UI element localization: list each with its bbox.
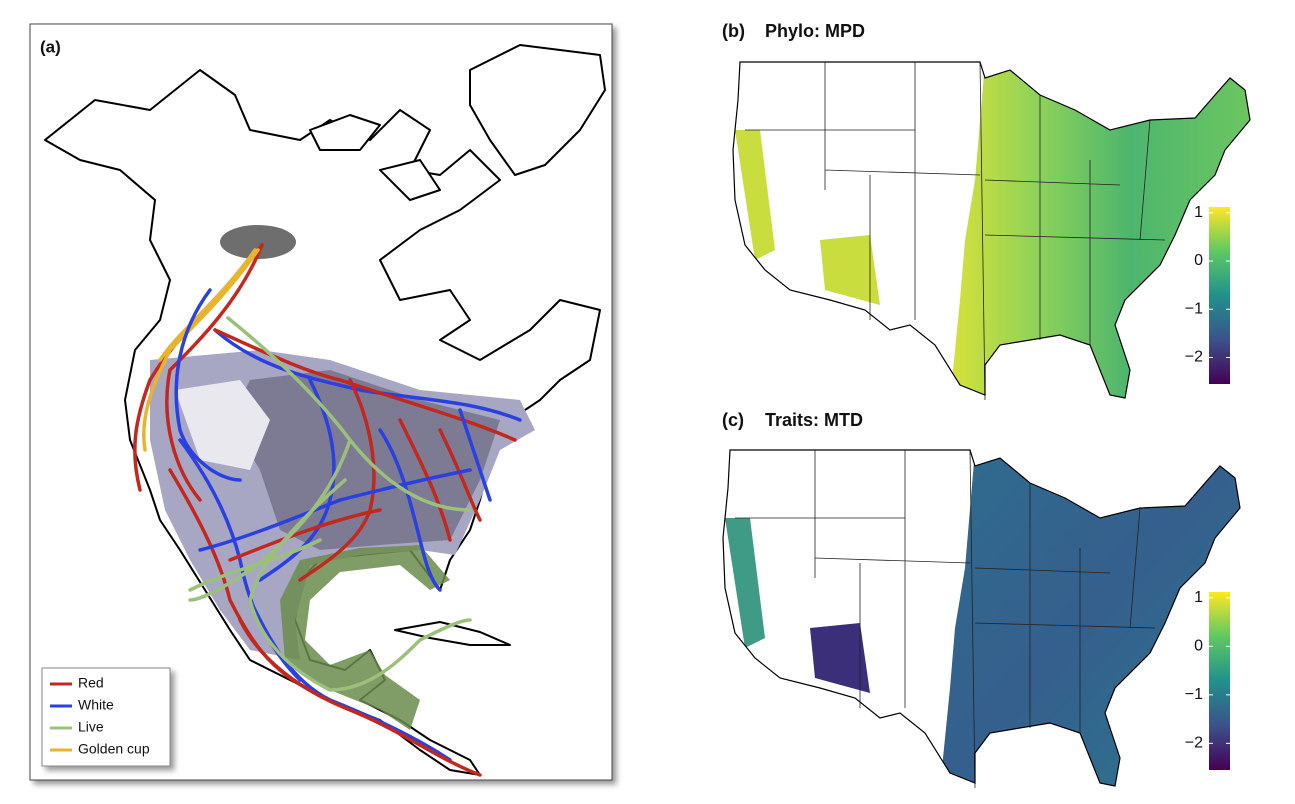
state-borders	[735, 449, 1156, 789]
cuba	[394, 621, 511, 646]
legend-label: Red	[78, 675, 104, 691]
lineage-route	[188, 538, 322, 592]
colorbar-tick-label: 1	[1194, 204, 1203, 221]
lineage-route	[165, 243, 264, 502]
legend: Red White Live Golden cup	[50, 675, 150, 757]
lineage-route	[298, 378, 376, 582]
lineage-route	[438, 428, 482, 522]
lineage-route	[213, 328, 522, 422]
island	[379, 159, 441, 201]
origin-area	[220, 225, 296, 259]
colorbar-tick-label: −1	[1185, 300, 1203, 317]
greenland	[469, 44, 606, 176]
us-map	[732, 61, 1251, 401]
state-borders	[745, 61, 1166, 401]
colorbar-tick-label: −2	[1185, 349, 1203, 366]
panel-label: (b)	[722, 21, 745, 41]
colorbar-tick-label: 0	[1194, 252, 1203, 269]
colorbar-tick-label: −2	[1185, 735, 1203, 752]
lineage-route	[188, 438, 352, 602]
lineage-route	[213, 328, 517, 442]
colorbars: 1 0 −1 −2 1 0 −1 −2	[1185, 204, 1230, 770]
lineage-route	[228, 508, 382, 562]
legend-label: Live	[78, 719, 104, 735]
lineage-route	[248, 478, 472, 692]
lineage-route	[458, 408, 492, 502]
panel-title: Traits: MTD	[765, 410, 863, 430]
colorbar	[1209, 207, 1230, 384]
range-gap	[175, 380, 270, 470]
colorbar	[1209, 592, 1230, 770]
lineage-route	[198, 468, 472, 552]
north-america-map	[44, 44, 606, 777]
panel-label: (a)	[40, 37, 61, 56]
lineage-route	[174, 288, 242, 482]
colorbar-tick-label: 1	[1194, 589, 1203, 606]
lineage-route	[141, 248, 260, 452]
lineage-route	[258, 378, 336, 582]
lineage-routes	[133, 243, 522, 777]
colorbar-tick-label: −1	[1185, 686, 1203, 703]
legend-label: Golden cup	[78, 741, 150, 757]
us-map	[722, 449, 1241, 789]
island	[309, 114, 381, 151]
panel-title: Phylo: MPD	[765, 21, 865, 41]
legend-label: White	[78, 697, 114, 713]
live-oak-range	[280, 545, 450, 730]
lineage-route	[158, 248, 257, 362]
lineage-route	[378, 428, 442, 592]
colorbar-tick-label: 0	[1194, 638, 1203, 655]
panel-label: (c)	[722, 410, 744, 430]
lineage-route	[238, 618, 482, 777]
